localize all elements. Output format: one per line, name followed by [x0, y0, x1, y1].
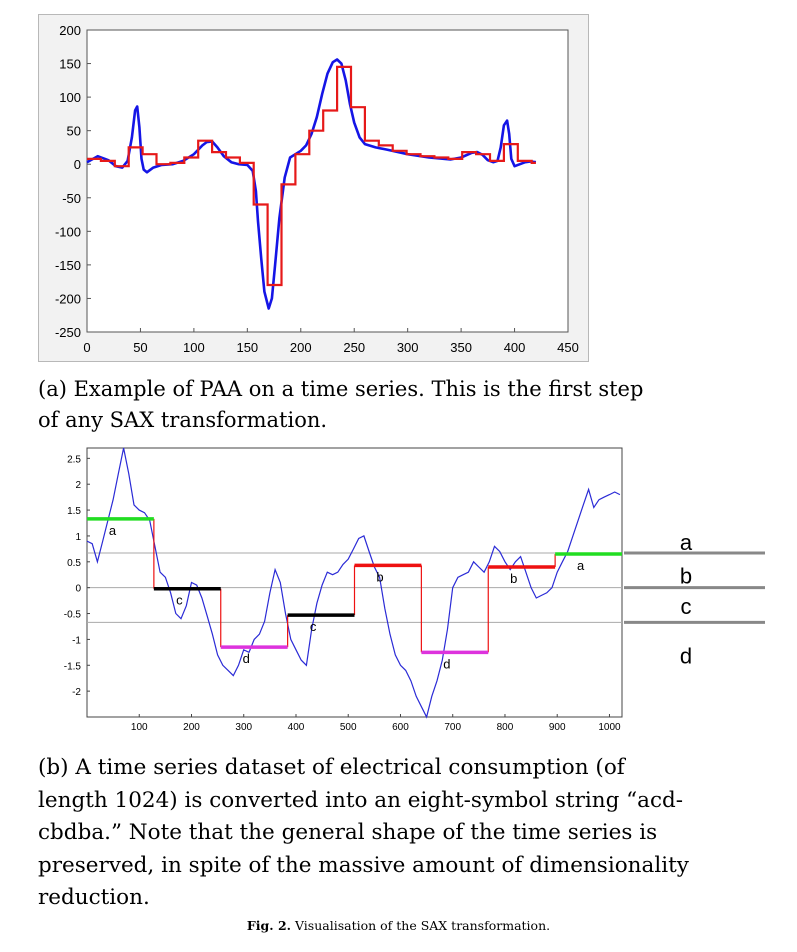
- symbol-band-label: c: [681, 594, 692, 619]
- y-tick-label: -1.5: [64, 661, 82, 672]
- y-tick-label: 2.5: [67, 454, 81, 465]
- paa-segment-label: b: [510, 571, 517, 586]
- y-tick-label: 50: [67, 124, 81, 139]
- y-tick-label: 100: [59, 90, 81, 105]
- x-tick-label: 400: [288, 722, 305, 733]
- caption-a-line: of any SAX transformation.: [38, 408, 328, 432]
- x-tick-label: 200: [290, 340, 312, 355]
- y-tick-label: 200: [59, 23, 81, 38]
- y-tick-label: -50: [62, 191, 81, 206]
- x-tick-label: 450: [557, 340, 579, 355]
- y-tick-label: -150: [55, 258, 81, 273]
- x-tick-label: 1000: [598, 722, 621, 733]
- caption-a-line: (a) Example of PAA on a time series. Thi…: [38, 377, 644, 401]
- y-tick-label: 1: [75, 532, 81, 543]
- y-tick-label: 1.5: [67, 506, 81, 517]
- paa-segment-label: a: [577, 558, 585, 573]
- x-tick-label: 100: [183, 340, 205, 355]
- symbol-band-label: d: [680, 643, 692, 668]
- y-tick-label: -1: [72, 635, 81, 646]
- x-tick-label: 200: [183, 722, 200, 733]
- y-tick-label: -0.5: [64, 610, 82, 621]
- x-tick-label: 700: [444, 722, 461, 733]
- caption-b-line: (b) A time series dataset of electrical …: [38, 755, 625, 780]
- x-tick-label: 900: [549, 722, 566, 733]
- y-tick-label: 2: [75, 480, 81, 491]
- x-tick-label: 250: [343, 340, 365, 355]
- y-tick-label: 0: [75, 584, 81, 595]
- caption-a: (a) Example of PAA on a time series. Thi…: [38, 374, 738, 436]
- y-tick-label: -200: [55, 291, 81, 306]
- figure-title: Visualisation of the SAX transformation.: [291, 918, 551, 933]
- y-tick-label: -250: [55, 325, 81, 340]
- x-tick-label: 800: [497, 722, 514, 733]
- caption-b-line: length 1024) is converted into an eight-…: [38, 787, 684, 813]
- caption-b-line: reduction.: [38, 885, 150, 910]
- x-tick-label: 350: [450, 340, 472, 355]
- y-tick-label: -100: [55, 224, 81, 239]
- y-tick-label: 0.5: [67, 558, 81, 569]
- caption-b: (b) A time series dataset of electrical …: [38, 752, 758, 915]
- y-tick-label: 0: [74, 157, 81, 172]
- x-tick-label: 600: [392, 722, 409, 733]
- paa-segment-label: c: [176, 593, 183, 608]
- series-line-consumption: [86, 447, 621, 719]
- paa-segment-label: c: [310, 619, 317, 634]
- x-tick-label: 50: [133, 340, 147, 355]
- x-tick-label: 0: [83, 340, 90, 355]
- paa-segment-label: d: [243, 651, 250, 666]
- symbol-band-label: a: [680, 530, 693, 555]
- paa-segment-label: b: [376, 569, 383, 584]
- paa-segment-label: a: [109, 523, 117, 538]
- figure-caption: Fig. 2. Visualisation of the SAX transfo…: [0, 918, 797, 933]
- x-tick-label: 500: [340, 722, 357, 733]
- x-tick-label: 400: [504, 340, 526, 355]
- figure-label: Fig. 2.: [246, 918, 292, 933]
- x-tick-label: 300: [397, 340, 419, 355]
- x-tick-label: 150: [236, 340, 258, 355]
- caption-b-line: preserved, in spite of the massive amoun…: [38, 852, 689, 878]
- paa-segment-label: d: [443, 656, 450, 671]
- caption-b-line: cbdba.” Note that the general shape of t…: [38, 820, 658, 845]
- series-line-original: [86, 58, 537, 310]
- y-tick-label: -2: [72, 687, 81, 698]
- series-line-paa: [87, 65, 536, 287]
- x-tick-label: 300: [235, 722, 252, 733]
- symbol-band-label: b: [680, 563, 692, 588]
- x-tick-label: 100: [131, 722, 148, 733]
- y-tick-label: 150: [59, 57, 81, 72]
- plot-area: [86, 29, 569, 333]
